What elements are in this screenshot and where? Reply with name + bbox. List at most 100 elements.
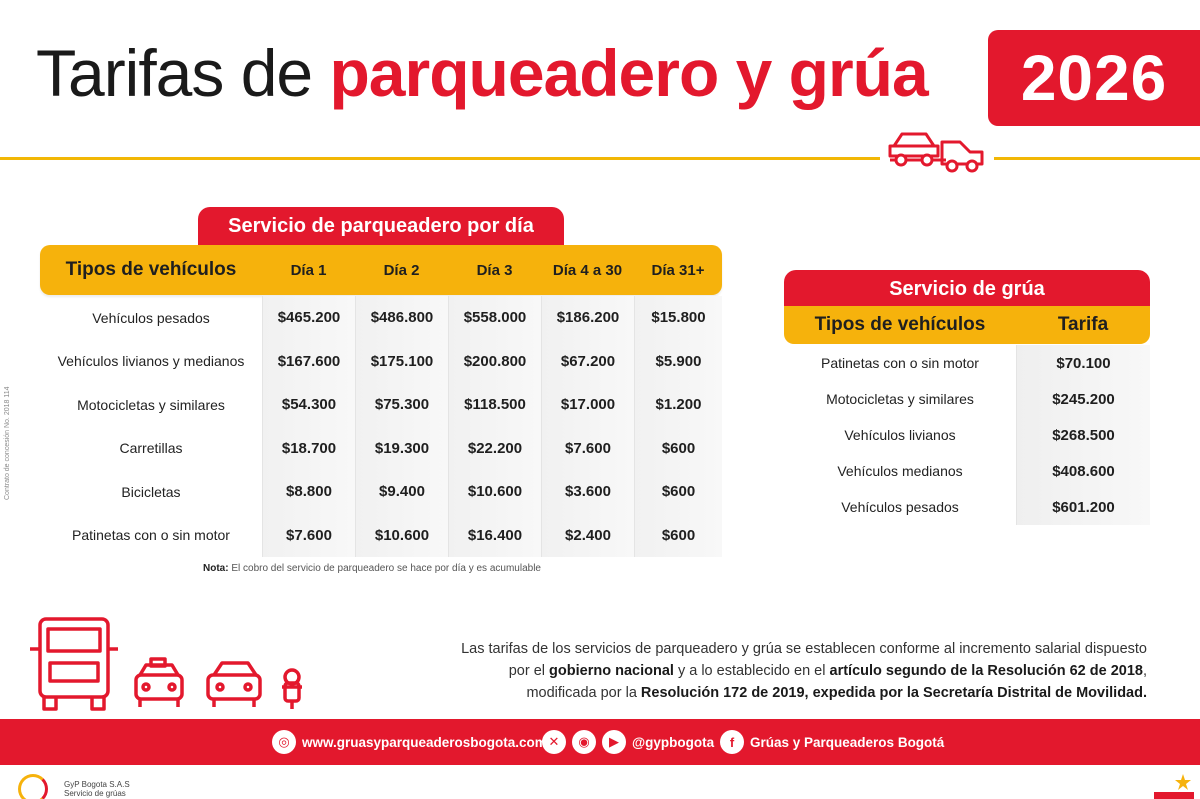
table-cell: $175.100 <box>355 339 448 383</box>
table-cell: $7.600 <box>541 426 634 470</box>
table-cell: $486.800 <box>355 296 448 340</box>
table-row: Motocicletas y similares $54.300 $75.300… <box>40 383 722 427</box>
parking-col-type: Tipos de vehículos <box>65 259 237 280</box>
city-logo-icon <box>1154 774 1194 799</box>
row-label: Vehículos livianos <box>844 427 956 443</box>
table-cell: $22.200 <box>448 426 541 470</box>
company-line-1: GyP Bogota S.A.S <box>64 780 130 789</box>
table-cell: $3.600 <box>541 470 634 514</box>
table-cell: $15.800 <box>634 296 722 340</box>
company-line-2: Servicio de grúas <box>64 789 126 798</box>
instagram-icon[interactable]: ◉ <box>572 730 596 754</box>
vehicle-icons <box>30 617 302 711</box>
table-cell: $200.800 <box>448 339 541 383</box>
taxi-icon <box>134 657 184 707</box>
note-label: Nota: <box>203 563 229 574</box>
header-divider-right <box>994 157 1200 160</box>
table-cell: $18.700 <box>262 426 355 470</box>
info-line-2: por el gobierno nacional y a lo establec… <box>405 660 1147 682</box>
row-label: Patinetas con o sin motor <box>821 355 979 371</box>
info-text: y a lo establecido en el <box>673 663 830 679</box>
parking-col-day4-30: Día 4 a 30 <box>552 261 623 279</box>
table-row: Bicicletas $8.800 $9.400 $10.600 $3.600 … <box>40 470 722 514</box>
row-label: Vehículos pesados <box>841 499 959 515</box>
info-line-3: modificada por la Resolución 172 de 2019… <box>405 682 1147 704</box>
tow-col-type: Tipos de vehículos <box>814 314 986 335</box>
table-cell: $167.600 <box>262 339 355 383</box>
truck-icon <box>30 617 118 711</box>
social-handle: @gypbogota <box>632 734 715 750</box>
parking-note: Nota: El cobro del servicio de parqueade… <box>203 563 541 574</box>
info-bold: Resolución 172 de 2019, expedida por la … <box>640 685 1147 701</box>
table-row: Vehículos pesados $601.200 <box>784 489 1150 525</box>
facebook-text: Grúas y Parqueaderos Bogotá <box>750 734 945 750</box>
facebook-link[interactable]: f Grúas y Parqueaderos Bogotá <box>720 730 944 754</box>
x-icon[interactable]: ✕ <box>542 730 566 754</box>
info-text: , <box>1142 663 1147 679</box>
parking-col-day2: Día 2 <box>383 261 420 279</box>
title-plain: Tarifas de <box>36 36 313 110</box>
table-cell: $600 <box>634 470 722 514</box>
table-row: Vehículos livianos $268.500 <box>784 417 1150 453</box>
table-cell: $268.500 <box>1016 417 1150 453</box>
footer-bar: ◎ www.gruasyparqueaderosbogota.com ✕ ◉ ▶… <box>0 719 1200 765</box>
row-label: Vehículos pesados <box>92 309 210 326</box>
row-label: Vehículos livianos y medianos <box>57 353 245 370</box>
row-label: Vehículos medianos <box>837 463 963 479</box>
row-label: Carretillas <box>119 440 183 457</box>
website-link[interactable]: ◎ www.gruasyparqueaderosbogota.com <box>272 730 547 754</box>
facebook-icon: f <box>720 730 744 754</box>
table-row: Carretillas $18.700 $19.300 $22.200 $7.6… <box>40 426 722 470</box>
youtube-icon[interactable]: ▶ <box>602 730 626 754</box>
table-row: Vehículos medianos $408.600 <box>784 453 1150 489</box>
parking-table-title: Servicio de parqueadero por día <box>198 207 564 245</box>
parking-col-day31: Día 31+ <box>651 261 705 279</box>
table-cell: $600 <box>634 513 722 557</box>
table-row: Vehículos pesados $465.200 $486.800 $558… <box>40 296 722 340</box>
table-cell: $75.300 <box>355 383 448 427</box>
table-cell: $16.400 <box>448 513 541 557</box>
table-row: Patinetas con o sin motor $7.600 $10.600… <box>40 513 722 557</box>
social-links[interactable]: ✕ ◉ ▶ @gypbogota <box>542 730 714 754</box>
row-label: Motocicletas y similares <box>77 396 225 413</box>
company-name: GyP Bogota S.A.S Servicio de grúas <box>64 780 130 798</box>
table-cell: $19.300 <box>355 426 448 470</box>
table-cell: $7.600 <box>262 513 355 557</box>
table-cell: $245.200 <box>1016 381 1150 417</box>
row-label: Bicicletas <box>121 483 181 500</box>
info-bold: gobierno nacional <box>549 663 674 679</box>
globe-icon: ◎ <box>272 730 296 754</box>
tow-table-title: Servicio de grúa <box>784 270 1150 308</box>
logo-icon <box>18 774 48 799</box>
row-label: Motocicletas y similares <box>826 391 974 407</box>
table-cell: $2.400 <box>541 513 634 557</box>
title-highlight: parqueadero y grúa <box>329 36 928 110</box>
parking-col-day3: Día 3 <box>476 261 513 279</box>
motorcycle-icon <box>282 668 302 709</box>
parking-col-day1: Día 1 <box>290 261 327 279</box>
info-text: por el <box>508 663 550 679</box>
table-cell: $70.100 <box>1016 345 1150 381</box>
tow-table-header: Tipos de vehículos Tarifa <box>784 306 1150 344</box>
header-divider-left <box>0 157 880 160</box>
company-logo: GyP Bogota S.A.S Servicio de grúas <box>18 774 130 799</box>
info-bold: artículo segundo de la Resolución 62 de … <box>829 663 1143 679</box>
table-cell: $558.000 <box>448 296 541 340</box>
table-cell: $465.200 <box>262 296 355 340</box>
car-icon <box>206 661 262 707</box>
table-cell: $118.500 <box>448 383 541 427</box>
parking-table-body: Vehículos pesados $465.200 $486.800 $558… <box>40 296 722 557</box>
website-text: www.gruasyparqueaderosbogota.com <box>302 734 547 750</box>
table-row: Patinetas con o sin motor $70.100 <box>784 345 1150 381</box>
table-cell: $54.300 <box>262 383 355 427</box>
table-cell: $600 <box>634 426 722 470</box>
contract-note: Contrato de concesión No. 2018 114 <box>4 386 11 500</box>
table-row: Vehículos livianos y medianos $167.600 $… <box>40 339 722 383</box>
table-cell: $10.600 <box>448 470 541 514</box>
table-cell: $1.200 <box>634 383 722 427</box>
table-cell: $17.000 <box>541 383 634 427</box>
row-label: Patinetas con o sin motor <box>72 527 230 544</box>
table-cell: $5.900 <box>634 339 722 383</box>
info-text: modificada por la <box>526 685 641 701</box>
info-paragraph: Las tarifas de los servicios de parquead… <box>405 638 1147 704</box>
